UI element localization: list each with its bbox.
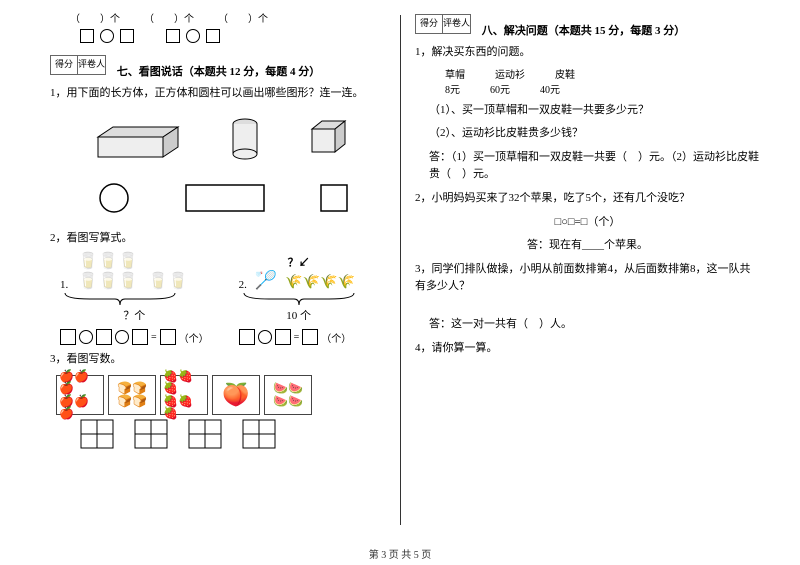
q7-2: 2，看图写算式。 (50, 230, 395, 248)
q8-1-ans: 答：（1）买一顶草帽和一双皮鞋一共要（ ）元。（2）运动衫比皮鞋贵（ ）元。 (415, 149, 760, 184)
section-7-title: 七、看图说话（本题共 12 分，每题 4 分） (117, 63, 321, 79)
q8-2-ans: 答：现在有____个苹果。 (415, 237, 760, 255)
brace-group-1: 1. 🥛🥛🥛🥛🥛🥛 🥛🥛 ？个 = （个） (60, 251, 209, 345)
count-label-3: （ ）个 (218, 10, 268, 25)
score-cell: 得分 (50, 55, 78, 75)
box-icon (239, 329, 255, 345)
op-icon (258, 330, 272, 344)
grid-row (80, 419, 395, 449)
q8-1: 1，解决买东西的问题。 (415, 44, 760, 62)
box-icon (60, 329, 76, 345)
q7-1: 1，用下面的长方体，正方体和圆柱可以画出哪些图形？连一连。 (50, 85, 395, 103)
square-shape-icon (320, 184, 348, 212)
q8-3: 3，同学们排队做操，小明从前面数排第4，从后面数排第8，这一队共有多少人？ (415, 261, 760, 296)
price-shirt: 60元 (490, 81, 510, 96)
fruit-cell: 🍓🍓🍓🍓🍓🍓 (160, 375, 208, 415)
group-label-1: 1. (60, 279, 68, 291)
group-label-2: 2. (239, 279, 247, 291)
qmark-top: ？↙ (239, 254, 359, 270)
q7-3: 3，看图写数。 (50, 351, 395, 369)
cups-icon: 🥛🥛🥛🥛🥛🥛 (78, 251, 138, 291)
page-footer: 第 3 页 共 5 页 (0, 546, 800, 561)
square-icon (120, 29, 134, 43)
score-box: 得分 评卷人 (415, 14, 471, 34)
cups-icon: 🥛🥛 (148, 271, 188, 291)
fruit-cell: 🍑 (212, 375, 260, 415)
right-column: 得分 评卷人 八、解决问题（本题共 15 分，每题 3 分） 1，解决买东西的问… (405, 10, 770, 540)
brace-icon (239, 291, 359, 307)
shuttles-icon: 🌾🌾🌾🌾 (285, 274, 355, 291)
q8-1-1: （1）、买一顶草帽和一双皮鞋一共要多少元？ (415, 102, 760, 120)
count-label-1: （ ）个 (70, 10, 120, 25)
marker-cell: 评卷人 (443, 14, 471, 34)
solids-row (50, 107, 395, 172)
count-10-label: 10 个 (239, 307, 359, 323)
top-count-row: （ ）个 （ ）个 （ ）个 (50, 10, 395, 25)
q8-4: 4，请你算一算。 (415, 340, 760, 358)
square-icon (166, 29, 180, 43)
brace-group-2: ？↙ 2. 🏸 🌾🌾🌾🌾 10 个 = （个） (239, 254, 359, 345)
box-icon (302, 329, 318, 345)
cylinder-icon (230, 117, 260, 162)
price-shoes: 40元 (540, 81, 560, 96)
shuttlecock-icon: 🏸 (255, 270, 277, 291)
box-icon (132, 329, 148, 345)
score-box: 得分 评卷人 (50, 55, 106, 75)
q8-2: 2，小明妈妈买来了32个苹果，吃了5个，还有几个没吃？ (415, 190, 760, 208)
item-shoes: 皮鞋 (555, 66, 575, 81)
op-icon (115, 330, 129, 344)
page: （ ）个 （ ）个 （ ）个 得分 评卷人 七、看图说话（本题共 12 分，每题… (0, 0, 800, 540)
fruit-cell: 🍉🍉🍉🍉 (264, 375, 312, 415)
q8-2-eq: □○□=□（个） (415, 214, 760, 232)
section-8-header: 得分 评卷人 八、解决问题（本题共 15 分，每题 3 分） (415, 10, 760, 38)
fruit-cell: 🍞🍞🍞🍞 (108, 375, 156, 415)
brace-icon (60, 291, 180, 307)
q8-1-2: （2）、运动衫比皮鞋贵多少钱？ (415, 125, 760, 143)
qmark-label: ？个 (60, 307, 209, 323)
square-icon (206, 29, 220, 43)
rectangle-shape-icon (185, 184, 265, 212)
circle-icon (100, 29, 114, 43)
flats-row (50, 172, 395, 224)
circle-icon (186, 29, 200, 43)
box-icon (96, 329, 112, 345)
equation-row-2: = （个） (239, 329, 359, 345)
number-grid-icon (188, 419, 222, 449)
number-grid-icon (80, 419, 114, 449)
item-names: 草帽 运动衫 皮鞋 (415, 66, 760, 81)
section-8-title: 八、解决问题（本题共 15 分，每题 3 分） (482, 22, 686, 38)
item-prices: 8元 60元 40元 (415, 81, 760, 96)
equation-row-1: = （个） (60, 329, 209, 345)
price-hat: 8元 (445, 81, 460, 96)
marker-cell: 评卷人 (78, 55, 106, 75)
fruit-row: 🍎🍎🍎🍎🍎🍎 🍞🍞🍞🍞 🍓🍓🍓🍓🍓🍓 🍑 🍉🍉🍉🍉 (56, 375, 395, 415)
q8-3-ans: 答：这一对一共有（ ）人。 (415, 316, 760, 334)
op-icon (79, 330, 93, 344)
unit-label: （个） (179, 330, 209, 345)
count-label-2: （ ）个 (144, 10, 194, 25)
square-icon (80, 29, 94, 43)
number-grid-icon (242, 419, 276, 449)
item-hat: 草帽 (445, 66, 465, 81)
score-cell: 得分 (415, 14, 443, 34)
section-7-header: 得分 评卷人 七、看图说话（本题共 12 分，每题 4 分） (50, 51, 395, 79)
number-grid-icon (134, 419, 168, 449)
cuboid-icon (93, 122, 183, 162)
unit-label: （个） (321, 330, 351, 345)
brace-row: 1. 🥛🥛🥛🥛🥛🥛 🥛🥛 ？个 = （个） (50, 251, 395, 345)
box-icon (275, 329, 291, 345)
item-shirt: 运动衫 (495, 66, 525, 81)
circle-shape-icon (98, 182, 130, 214)
fruit-cell: 🍎🍎🍎🍎🍎🍎 (56, 375, 104, 415)
cube-icon (307, 117, 352, 162)
shape-row-1 (80, 29, 395, 43)
box-icon (160, 329, 176, 345)
left-column: （ ）个 （ ）个 （ ）个 得分 评卷人 七、看图说话（本题共 12 分，每题… (40, 10, 405, 540)
